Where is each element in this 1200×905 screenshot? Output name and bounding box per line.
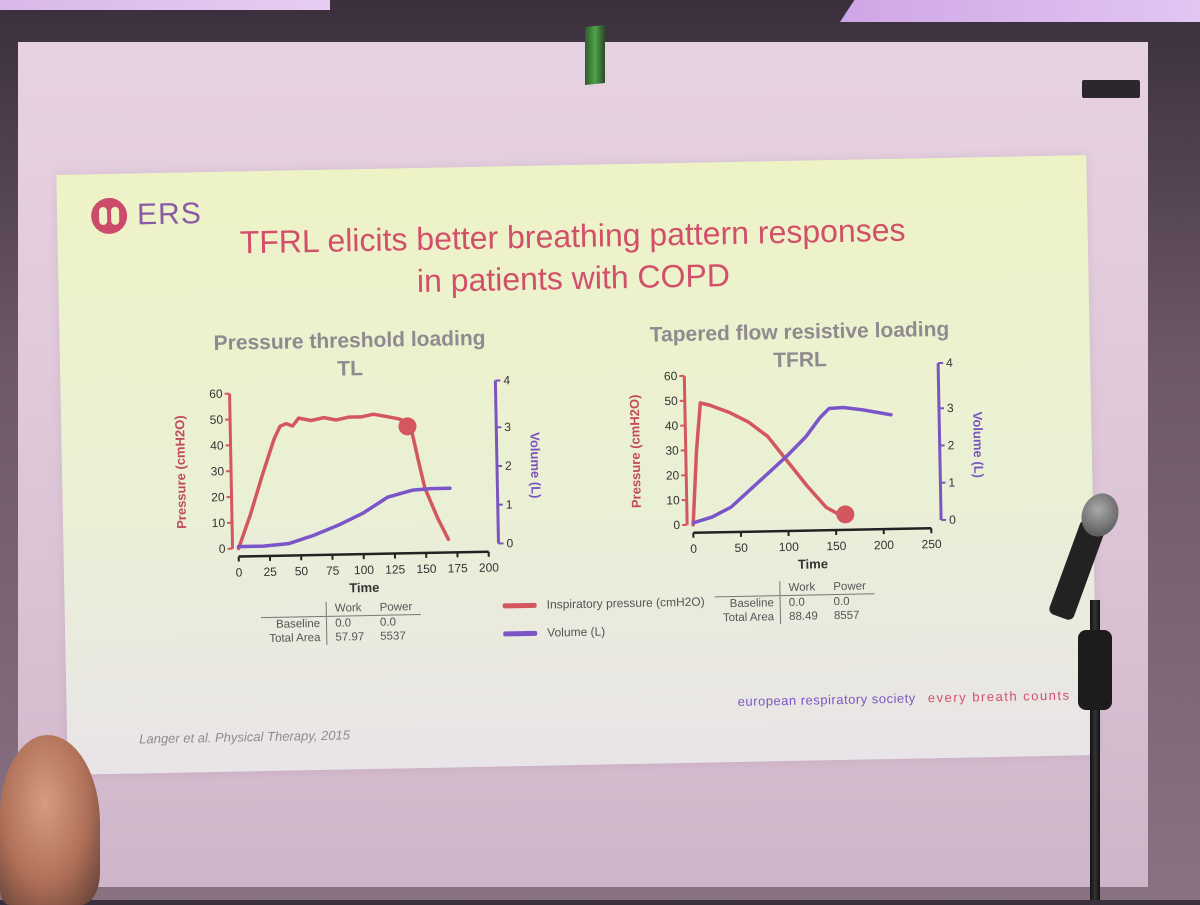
x-axis-label: Time [798, 556, 828, 572]
ceiling-light [0, 0, 330, 10]
cell-power: 5537 [372, 629, 421, 644]
pressure-end-marker [836, 505, 854, 523]
exit-sign [585, 25, 605, 85]
legend-item-volume: Volume (L) [503, 623, 705, 641]
cell-work: 0.0 [780, 595, 826, 610]
x-tick-label: 250 [921, 537, 942, 551]
legend-item-pressure: Inspiratory pressure (cmH2O) [503, 595, 705, 613]
microphone-clip [1078, 630, 1112, 710]
y-axis-right [938, 363, 941, 520]
ceiling-light [840, 0, 1200, 22]
row-label: Total Area [715, 610, 781, 625]
tl-work-power-table: Work Power Baseline 0.0 0.0 Total Area 5… [261, 600, 421, 646]
x-tick-label: 0 [690, 542, 697, 556]
x-tick-label: 150 [826, 539, 847, 553]
legend-label: Volume (L) [547, 624, 605, 639]
y-tick-label-left: 10 [666, 493, 680, 507]
y-axis-label-left: Pressure (cmH2O) [627, 395, 644, 509]
legend-swatch-pressure [503, 602, 537, 608]
chart-legend: Inspiratory pressure (cmH2O) Volume (L) [503, 595, 706, 655]
y-axis-label-right: Volume (L) [970, 412, 986, 478]
cell-power: 8557 [826, 608, 875, 623]
legend-label: Inspiratory pressure (cmH2O) [547, 595, 705, 612]
row-label: Baseline [715, 596, 781, 612]
y-tick-label-left: 20 [666, 468, 680, 482]
ceiling-vent [1082, 80, 1140, 98]
x-tick-label: 100 [779, 540, 800, 554]
y-tick-label-right: 1 [948, 475, 955, 489]
y-tick-label-left: 50 [664, 394, 678, 408]
y-tick-label-right: 0 [949, 513, 956, 527]
presentation-slide: ERS TFRL elicits better breathing patter… [56, 155, 1097, 775]
row-label: Baseline [261, 616, 327, 632]
y-tick-label-left: 60 [664, 369, 678, 383]
footer-slogan: every breath counts [928, 688, 1071, 706]
tfrl-work-power-table: Work Power Baseline 0.0 0.0 Total Area 8… [714, 579, 874, 625]
table-header-work: Work [780, 580, 826, 595]
cell-work: 88.49 [780, 609, 826, 624]
y-tick-label-left: 0 [673, 518, 680, 532]
table-corner [714, 581, 780, 597]
cell-power: 0.0 [372, 615, 421, 630]
table-header-power: Power [825, 579, 874, 594]
y-tick-label-right: 4 [946, 356, 953, 370]
cell-work: 57.97 [327, 630, 373, 645]
x-tick-label: 200 [874, 538, 895, 552]
cell-work: 0.0 [327, 615, 373, 630]
y-tick-label-right: 3 [947, 401, 954, 415]
legend-swatch-volume [503, 630, 537, 636]
y-tick-label-right: 2 [948, 438, 955, 452]
table-header-work: Work [326, 601, 372, 616]
x-tick-label: 50 [734, 541, 748, 555]
x-axis [693, 528, 931, 533]
cell-power: 0.0 [825, 594, 874, 609]
table-corner [261, 602, 327, 618]
table-header-power: Power [372, 600, 421, 615]
y-tick-label-left: 30 [665, 444, 679, 458]
y-tick-label-left: 40 [665, 419, 679, 433]
row-label: Total Area [261, 631, 327, 646]
